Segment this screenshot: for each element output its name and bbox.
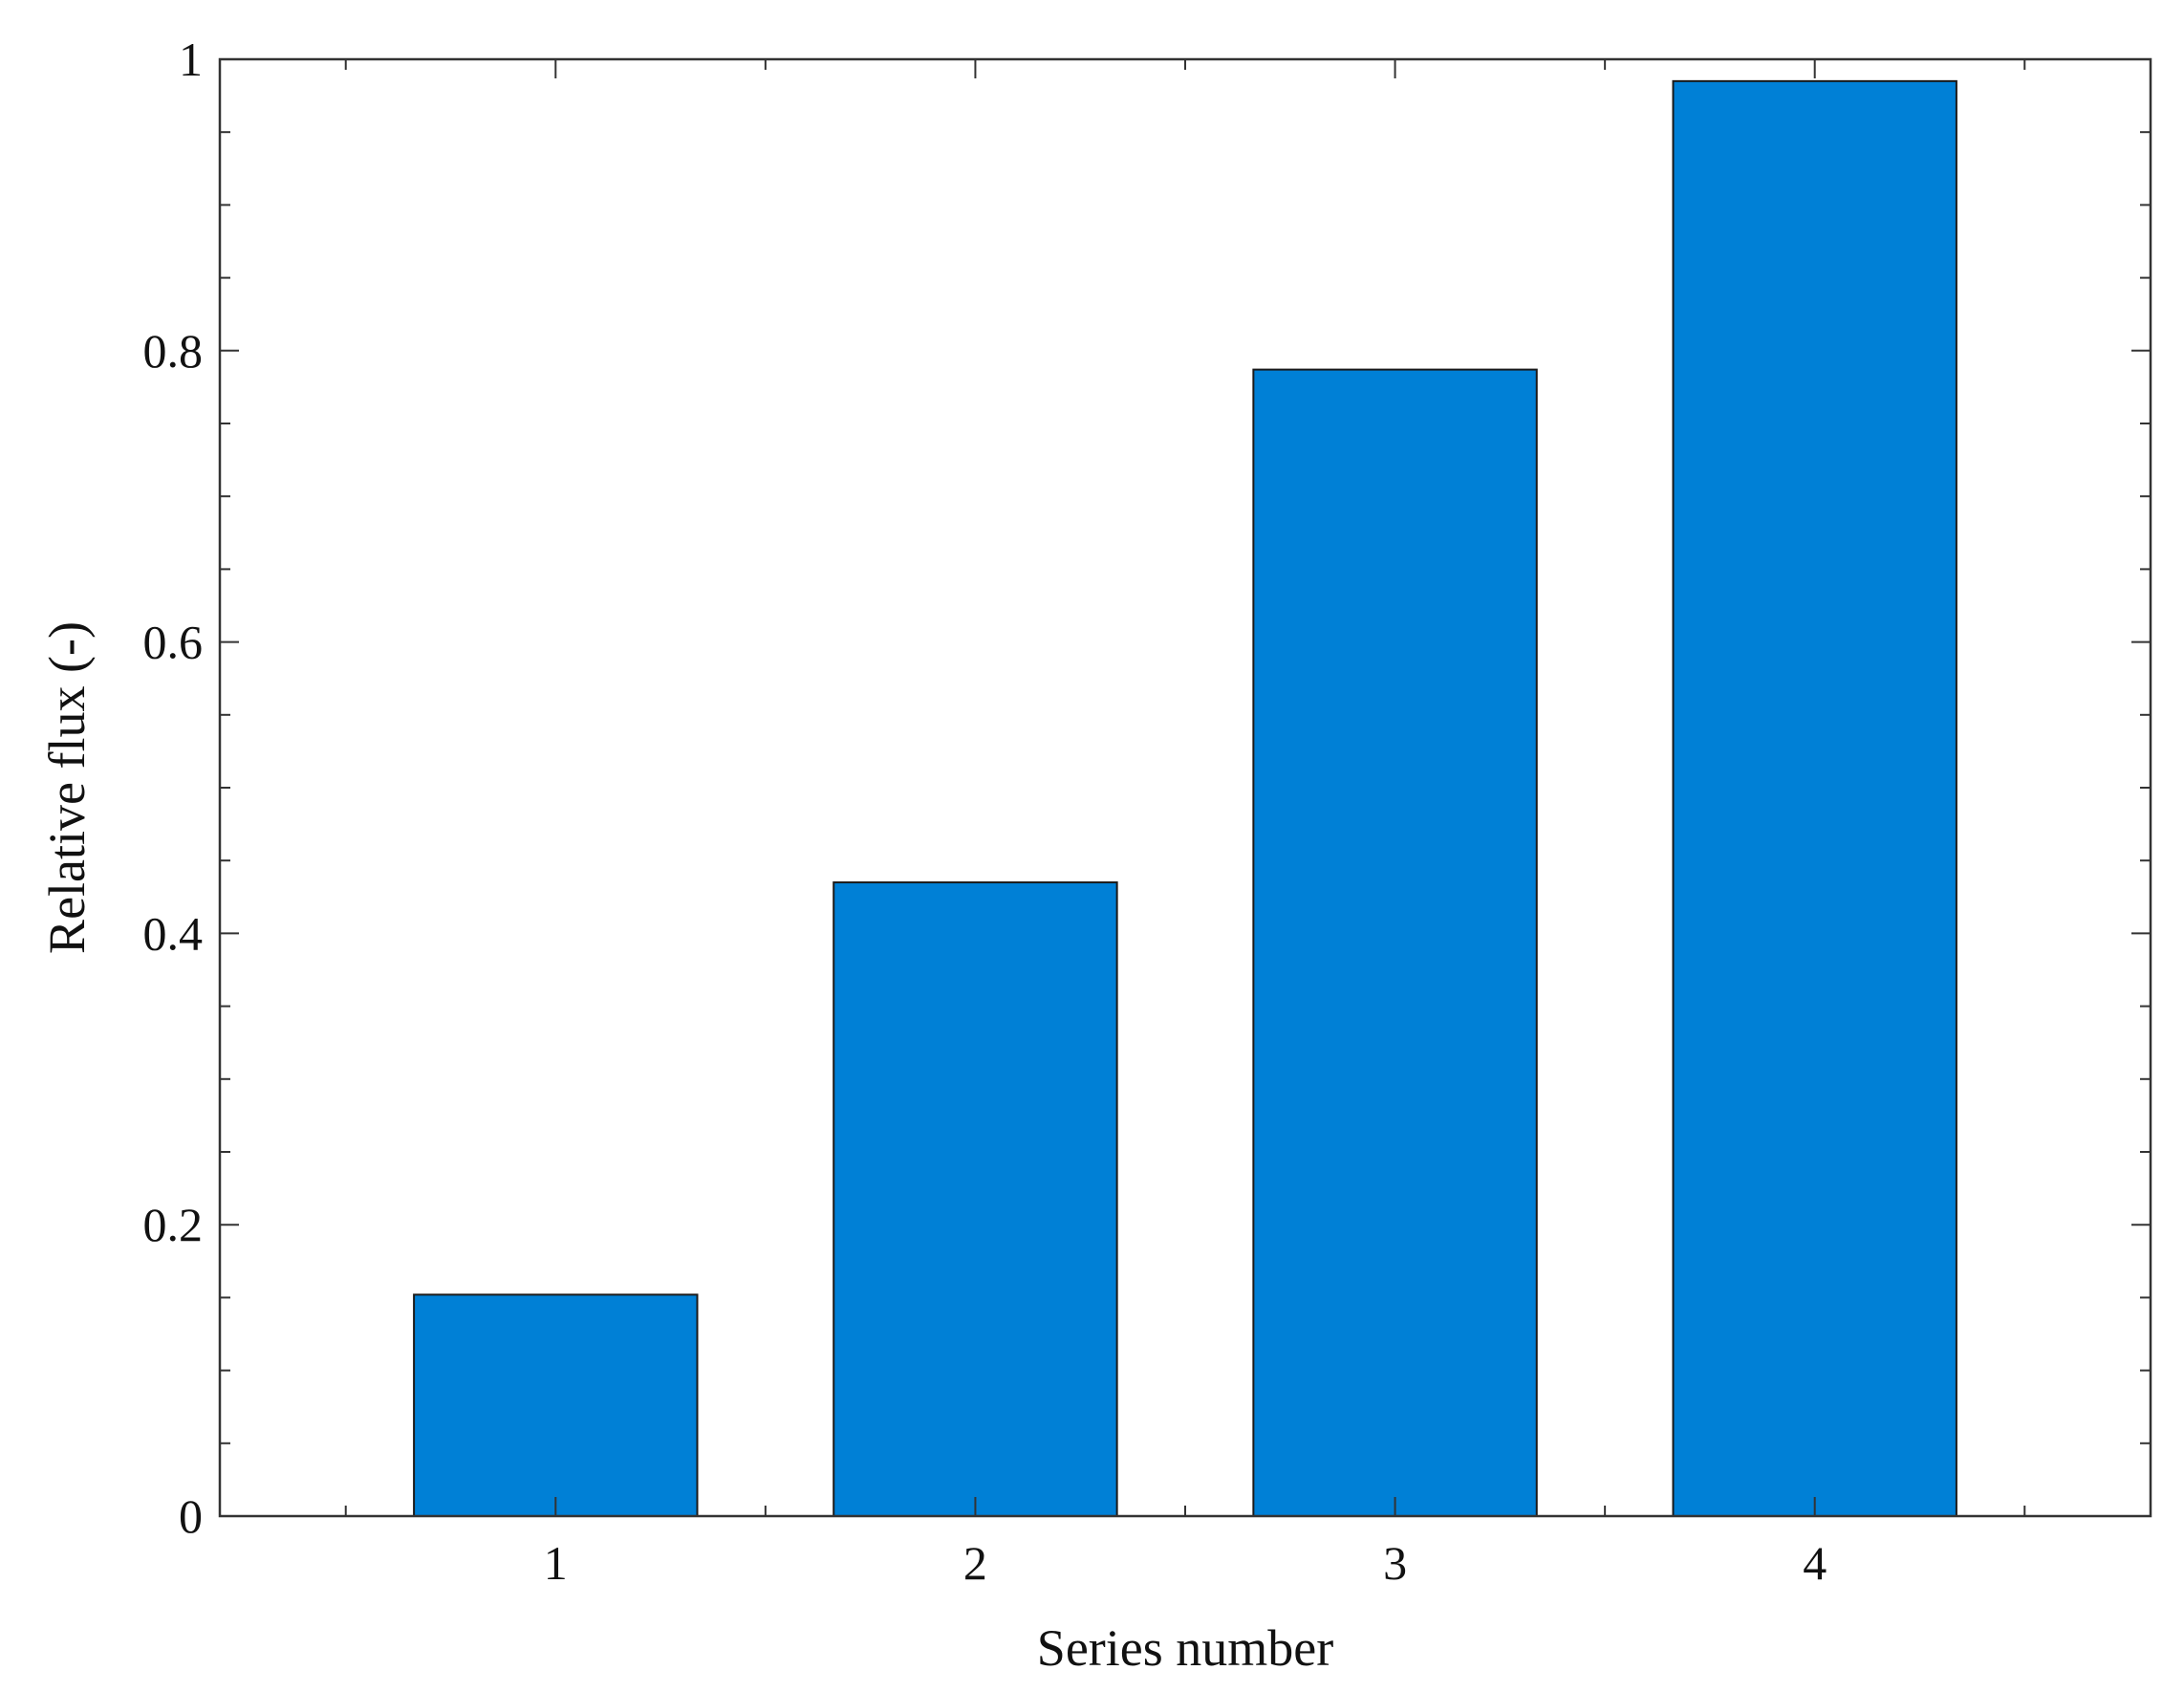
bars-group <box>413 79 1957 1518</box>
y-tick-label: 0.4 <box>143 906 204 960</box>
bar-series-3 <box>1252 368 1538 1517</box>
y-tick-label: 0.2 <box>143 1198 204 1251</box>
y-tick-label: 0 <box>179 1489 203 1543</box>
x-tick-label: 1 <box>544 1536 568 1590</box>
x-tick-label: 4 <box>1803 1536 1827 1590</box>
bar-series-1 <box>413 1293 699 1518</box>
y-axis-label: Relative flux (-) <box>38 621 96 954</box>
bar-series-2 <box>833 881 1118 1517</box>
y-tick-label: 1 <box>179 33 203 86</box>
y-tick-label: 0.8 <box>143 324 204 378</box>
bar-series-4 <box>1672 79 1957 1518</box>
tick-labels-group: 1 2 3 4 0 0.2 0.4 0.6 0.8 1 <box>143 33 1827 1590</box>
y-tick-label: 0.6 <box>143 616 204 669</box>
plot-frame <box>218 57 2152 1518</box>
x-tick-label: 2 <box>963 1536 987 1590</box>
x-axis-label: Series number <box>1037 1619 1333 1677</box>
x-tick-label: 3 <box>1383 1536 1407 1590</box>
